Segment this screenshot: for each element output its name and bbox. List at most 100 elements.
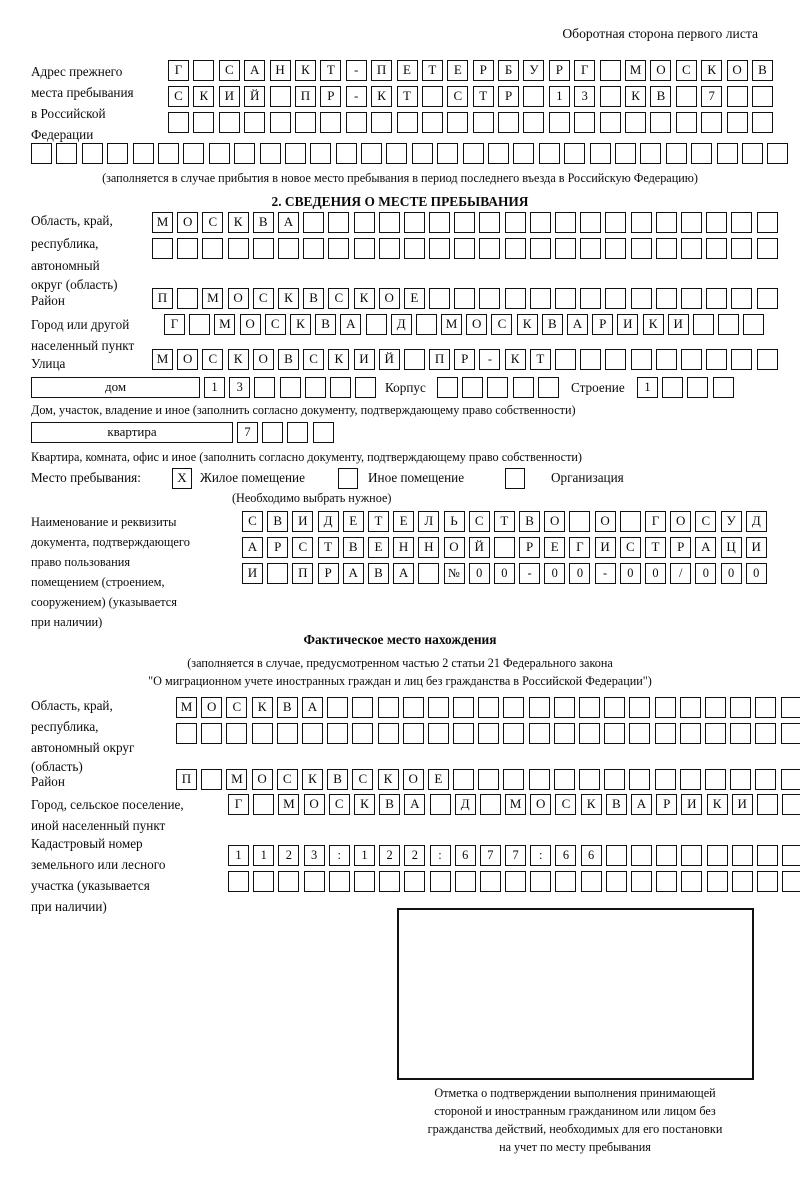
district-row-cell-23[interactable] xyxy=(706,288,728,309)
prev-address-row-1-cell-14[interactable]: Б xyxy=(498,60,520,81)
actual-region-row-1-cell-10[interactable] xyxy=(402,697,424,718)
prev-address-row-4-cell-13[interactable] xyxy=(335,143,357,164)
district-row-cell-25[interactable] xyxy=(756,288,778,309)
actual-region-row-1-cell-2[interactable]: О xyxy=(201,697,223,718)
document-row-1-cell-20[interactable]: У xyxy=(720,511,742,532)
region-row-2-cell-10[interactable] xyxy=(378,238,400,259)
prev-address-row-1-cell-12[interactable]: Е xyxy=(447,60,469,81)
city-row-cell-18[interactable]: Р xyxy=(592,314,614,335)
actual-district-row-cell-25[interactable] xyxy=(780,769,800,790)
prev-address-row-1-cell-16[interactable]: Р xyxy=(548,60,570,81)
stroenie-row[interactable]: 1 xyxy=(637,377,738,398)
city-row-cell-5[interactable]: С xyxy=(264,314,286,335)
actual-district-row-cell-14[interactable] xyxy=(503,769,525,790)
cadastral-row-1-cell-11[interactable]: 7 xyxy=(479,845,501,866)
actual-city-row-cell-1[interactable]: Г xyxy=(228,794,249,815)
cadastral-row-2-cell-18[interactable] xyxy=(656,871,678,892)
document-row-3-cell-6[interactable]: В xyxy=(367,563,389,584)
prev-address-row-2-cell-20[interactable]: В xyxy=(650,86,672,107)
cadastral-row-2-cell-14[interactable] xyxy=(555,871,577,892)
stroenie-row-cell-1[interactable]: 1 xyxy=(637,377,658,398)
prev-address-row-2-cell-6[interactable]: П xyxy=(294,86,316,107)
prev-address-row-4-cell-9[interactable] xyxy=(234,143,256,164)
korpus-row-cell-3[interactable] xyxy=(487,377,509,398)
prev-address-row-3-cell-10[interactable] xyxy=(396,112,418,133)
street-row-cell-20[interactable] xyxy=(630,349,652,370)
prev-address-row-2-cell-14[interactable]: Р xyxy=(498,86,520,107)
street-row-cell-21[interactable] xyxy=(655,349,677,370)
actual-district-row-cell-11[interactable]: Е xyxy=(427,769,449,790)
flat-number-row-cell-4[interactable] xyxy=(312,422,334,443)
prev-address-row-4-cell-6[interactable] xyxy=(157,143,179,164)
actual-city-row-cell-10[interactable]: Д xyxy=(454,794,476,815)
actual-city-row-cell-15[interactable]: К xyxy=(580,794,602,815)
actual-region-row-1-cell-16[interactable] xyxy=(553,697,575,718)
cadastral-row-2-cell-11[interactable] xyxy=(479,871,501,892)
document-row-2-cell-20[interactable]: Ц xyxy=(720,537,742,558)
prev-address-row-4-cell-11[interactable] xyxy=(284,143,306,164)
actual-region-row-2-cell-5[interactable] xyxy=(276,723,298,744)
region-row-1-cell-21[interactable] xyxy=(655,212,677,233)
stroenie-row-cell-3[interactable] xyxy=(687,377,709,398)
document-row-1-cell-10[interactable]: С xyxy=(468,511,490,532)
prev-address-row-3-cell-15[interactable] xyxy=(523,112,545,133)
actual-region-row-2-cell-22[interactable] xyxy=(704,723,726,744)
cadastral-row-1-cell-23[interactable] xyxy=(782,845,800,866)
region-row-2-cell-22[interactable] xyxy=(680,238,702,259)
actual-city-row-cell-9[interactable] xyxy=(429,794,451,815)
actual-district-row-cell-1[interactable]: П xyxy=(176,769,197,790)
region-row-1-cell-4[interactable]: К xyxy=(227,212,249,233)
actual-region-row-1-cell-3[interactable]: С xyxy=(226,697,248,718)
prev-address-row-4-cell-24[interactable] xyxy=(614,143,636,164)
actual-region-row-2-cell-4[interactable] xyxy=(251,723,273,744)
house-number-row-cell-3[interactable] xyxy=(254,377,276,398)
actual-region-row-2-cell-8[interactable] xyxy=(352,723,374,744)
document-row-3-cell-17[interactable]: 0 xyxy=(645,563,666,584)
document-row-1-cell-14[interactable] xyxy=(569,511,591,532)
prev-address-row-1-cell-7[interactable]: Т xyxy=(320,60,342,81)
street-row-cell-17[interactable] xyxy=(555,349,576,370)
street-row-cell-24[interactable] xyxy=(731,349,753,370)
document-row-3[interactable]: И П Р А В А № 0 0-0 0-0 0/0 0 0 xyxy=(242,563,771,584)
actual-district-row-cell-22[interactable] xyxy=(704,769,726,790)
district-row-cell-6[interactable]: К xyxy=(277,288,299,309)
korpus-row-cell-4[interactable] xyxy=(512,377,534,398)
district-row-cell-19[interactable] xyxy=(605,288,627,309)
actual-region-row-2-cell-16[interactable] xyxy=(553,723,575,744)
region-row-1-cell-25[interactable] xyxy=(756,212,778,233)
region-row-1-cell-9[interactable] xyxy=(353,212,375,233)
region-row-1-cell-7[interactable] xyxy=(303,212,325,233)
prev-address-row-4-cell-17[interactable] xyxy=(437,143,459,164)
district-row-cell-1[interactable]: П xyxy=(152,288,173,309)
cadastral-row-1-cell-9[interactable]: : xyxy=(429,845,451,866)
prev-address-row-3-cell-12[interactable] xyxy=(447,112,469,133)
street-row-cell-19[interactable] xyxy=(605,349,627,370)
document-row-3-cell-21[interactable]: 0 xyxy=(745,563,767,584)
prev-address-row-1-cell-22[interactable]: К xyxy=(701,60,723,81)
prev-address-row-4-cell-30[interactable] xyxy=(767,143,789,164)
cadastral-row-1-cell-5[interactable]: : xyxy=(328,845,350,866)
cadastral-row-1-cell-17[interactable] xyxy=(631,845,652,866)
prev-address-row-4-cell-14[interactable] xyxy=(361,143,383,164)
region-row-2-cell-18[interactable] xyxy=(580,238,602,259)
prev-address-row-4-cell-1[interactable] xyxy=(31,143,52,164)
actual-city-row-cell-23[interactable] xyxy=(782,794,800,815)
street-row-cell-9[interactable]: И xyxy=(353,349,375,370)
district-row-cell-17[interactable] xyxy=(555,288,576,309)
document-row-2-cell-12[interactable]: Р xyxy=(519,537,541,558)
document-row-1-cell-19[interactable]: С xyxy=(695,511,717,532)
actual-region-row-1-cell-13[interactable] xyxy=(478,697,500,718)
prev-address-row-1-cell-17[interactable]: Г xyxy=(574,60,596,81)
city-row-cell-22[interactable] xyxy=(692,314,714,335)
actual-district-row-cell-10[interactable]: О xyxy=(402,769,424,790)
district-row-cell-11[interactable]: Е xyxy=(403,288,425,309)
region-row-2-cell-6[interactable] xyxy=(277,238,299,259)
cadastral-row-2-cell-19[interactable] xyxy=(681,871,703,892)
document-row-1-cell-8[interactable]: Л xyxy=(418,511,440,532)
prev-address-row-1-cell-21[interactable]: С xyxy=(675,60,697,81)
document-row-1-cell-16[interactable] xyxy=(619,511,641,532)
actual-region-row-2-cell-6[interactable] xyxy=(301,723,323,744)
city-row-cell-1[interactable]: Г xyxy=(164,314,185,335)
